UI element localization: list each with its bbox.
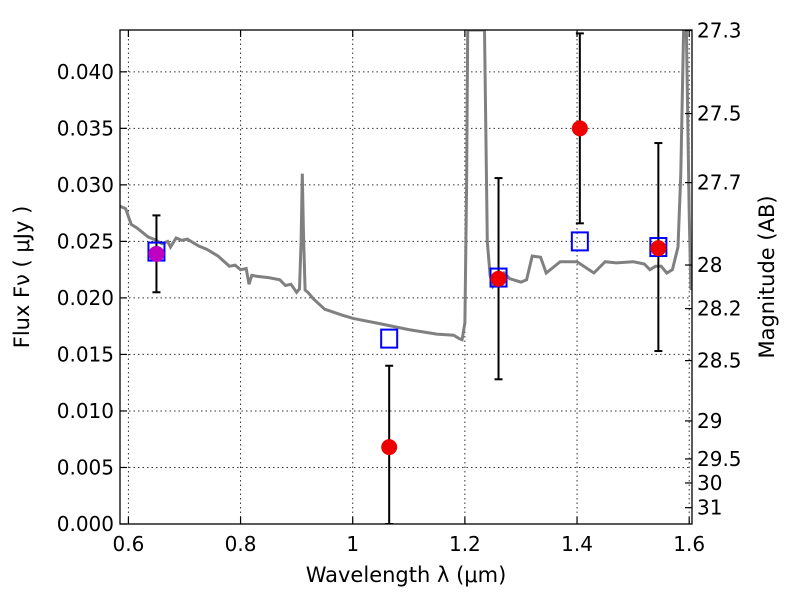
x-tick-label: 0.6 xyxy=(113,532,145,556)
y-tick-label: 0.000 xyxy=(57,512,114,536)
mag-tick-label: 27.7 xyxy=(697,171,742,195)
observed-flux-dot xyxy=(381,439,398,456)
mag-tick-label: 28.2 xyxy=(697,297,742,321)
mag-tick-label: 29.5 xyxy=(697,447,742,471)
mag-tick-label: 27.5 xyxy=(697,102,742,126)
observed-flux-dot xyxy=(148,245,165,262)
mag-tick-label: 29 xyxy=(697,409,722,433)
mag-tick-label: 27.3 xyxy=(697,19,742,43)
mag-tick-label: 28 xyxy=(697,253,722,277)
model-spectrum-line xyxy=(120,30,692,342)
plot-frame xyxy=(119,29,693,525)
plot-area xyxy=(120,30,692,524)
y-axis-label: Flux Fν ( μJy ) xyxy=(10,206,34,349)
mag-tick-label: 31 xyxy=(697,496,722,520)
x-tick-label: 1.2 xyxy=(449,532,481,556)
x-tick-label: 1 xyxy=(346,532,359,556)
grid-lines xyxy=(120,30,692,525)
axis-ticks: 0.6 0.8 1 1.2 1.4 1.6 0.000 0.005 0.010 0.015 0.02… xyxy=(57,19,742,556)
y-tick-label: 0.025 xyxy=(57,229,114,253)
y2-axis-label: Magnitude (AB) xyxy=(755,195,779,358)
model-photometry-square xyxy=(570,231,589,252)
y-tick-label: 0.015 xyxy=(57,342,114,366)
observed-flux-dot xyxy=(650,240,667,257)
x-tick-label: 1.4 xyxy=(561,532,593,556)
observed-flux-points xyxy=(148,120,667,456)
y-tick-label: 0.005 xyxy=(57,455,114,479)
y-tick-label: 0.010 xyxy=(57,399,114,423)
mag-tick-label: 28.5 xyxy=(697,349,742,373)
y-tick-label: 0.030 xyxy=(57,173,114,197)
observed-flux-dot xyxy=(490,270,507,287)
x-tick-label: 1.6 xyxy=(673,532,705,556)
y-tick-label: 0.020 xyxy=(57,286,114,310)
mag-tick-label: 30 xyxy=(697,471,722,495)
observed-flux-dot xyxy=(571,120,588,137)
y-tick-label: 0.035 xyxy=(57,116,114,140)
x-tick-label: 0.8 xyxy=(225,532,257,556)
model-photometry-square xyxy=(380,328,399,349)
x-axis-label: Wavelength λ (μm) xyxy=(306,563,507,587)
error-bars xyxy=(152,32,663,524)
y-tick-label: 0.040 xyxy=(57,60,114,84)
